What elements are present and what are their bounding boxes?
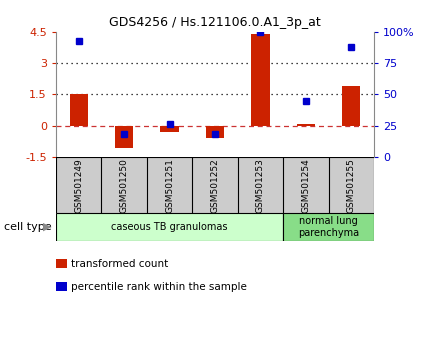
Text: caseous TB granulomas: caseous TB granulomas — [111, 222, 228, 232]
Bar — [160, 126, 178, 132]
Text: GSM501249: GSM501249 — [74, 159, 83, 213]
Text: GSM501255: GSM501255 — [347, 159, 356, 213]
Text: cell type: cell type — [4, 222, 52, 232]
Text: ▶: ▶ — [43, 222, 52, 232]
Bar — [115, 126, 133, 148]
Bar — [283, 213, 374, 241]
Bar — [206, 126, 224, 138]
Text: GSM501253: GSM501253 — [256, 159, 265, 213]
Title: GDS4256 / Hs.121106.0.A1_3p_at: GDS4256 / Hs.121106.0.A1_3p_at — [109, 16, 321, 29]
Bar — [342, 86, 360, 126]
Text: GSM501254: GSM501254 — [301, 159, 310, 213]
Bar — [70, 94, 88, 126]
Bar — [56, 213, 283, 241]
Text: transformed count: transformed count — [71, 259, 168, 269]
Text: GSM501250: GSM501250 — [120, 159, 129, 213]
Bar — [252, 34, 270, 126]
Text: GSM501251: GSM501251 — [165, 159, 174, 213]
Text: percentile rank within the sample: percentile rank within the sample — [71, 282, 247, 292]
Text: normal lung
parenchyma: normal lung parenchyma — [298, 216, 359, 238]
Bar — [297, 125, 315, 126]
Text: GSM501252: GSM501252 — [211, 159, 219, 213]
